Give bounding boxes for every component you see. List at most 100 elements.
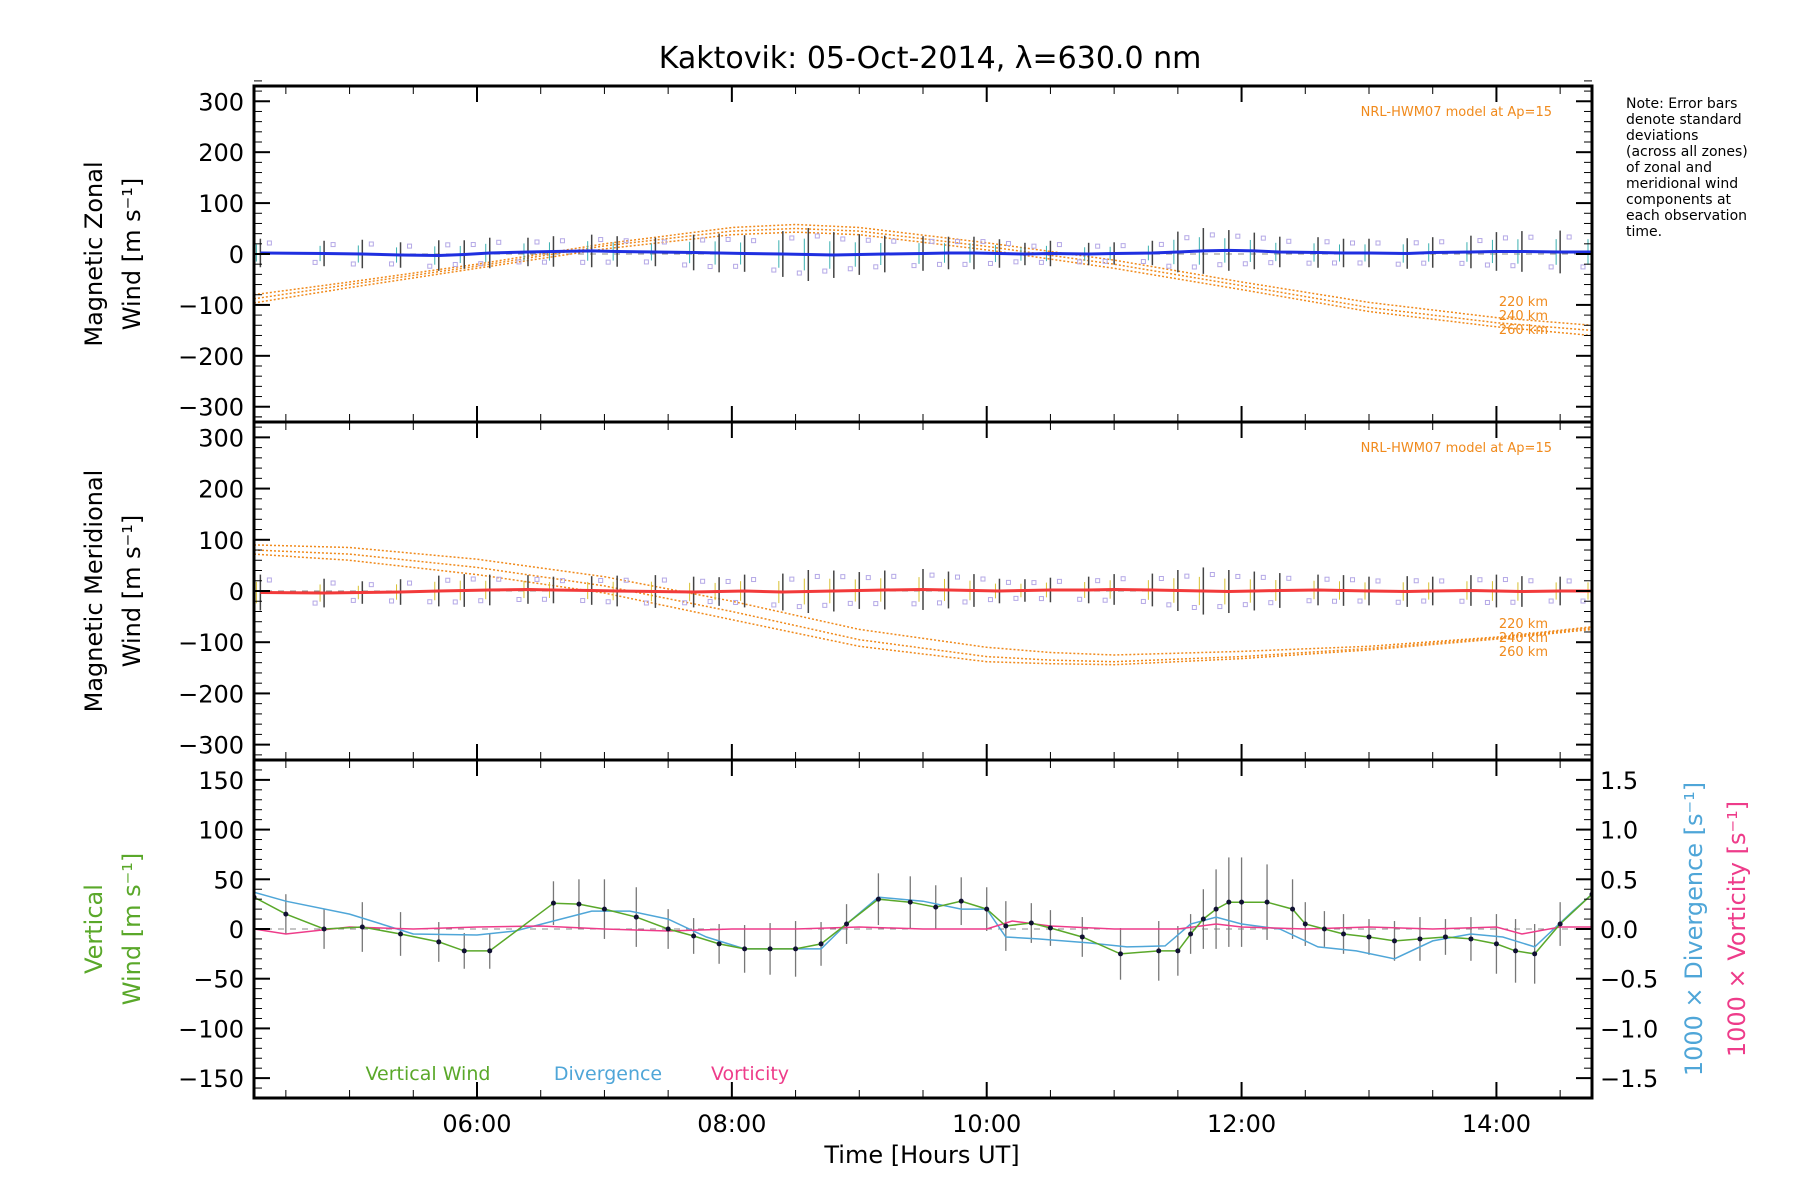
model-altitude-label: 220 km (1499, 617, 1548, 632)
vertical-wind-point (907, 899, 913, 905)
zone-marker (266, 577, 272, 583)
zone-marker (368, 582, 374, 588)
zone-marker (1375, 240, 1381, 246)
vertical-wind-point (767, 946, 773, 952)
zone-marker (427, 263, 433, 269)
y-tick-label: −100 (178, 292, 244, 320)
plot-area (254, 544, 1603, 666)
vertical-wind-point (398, 931, 404, 937)
zone-marker (623, 577, 629, 583)
model-altitude-label: 240 km (1499, 309, 1548, 324)
zone-marker (891, 573, 897, 579)
y-tick-label: 100 (198, 527, 244, 555)
zone-marker (1350, 577, 1356, 583)
zone-marker (1439, 578, 1445, 584)
meridional-wind-panel: 300 200 100 0 −100 −200 −300 Magnetic Meridiona… (80, 416, 1603, 762)
vertical-wind-point (436, 939, 442, 945)
zone-marker (1209, 572, 1215, 578)
x-axis-label: Time [Hours UT] (823, 1141, 1019, 1169)
zone-marker (1235, 573, 1241, 579)
zone-marker (1140, 598, 1146, 604)
zone-marker (1477, 238, 1483, 244)
zone-marker (1306, 598, 1312, 604)
zone-marker (389, 261, 395, 267)
y-tick-label: 0 (229, 578, 244, 606)
zone-marker (1005, 241, 1011, 247)
note-line: each observation (1626, 208, 1747, 224)
zone-marker (1510, 599, 1516, 605)
zone-marker (1191, 604, 1197, 610)
vertical-wind-point (1321, 926, 1327, 932)
model-curve (254, 544, 1592, 656)
zone-marker (452, 599, 458, 605)
vertical-wind-point (1047, 925, 1053, 931)
y-tick-label: 300 (198, 88, 244, 116)
y2-tick-label: 0.0 (1600, 916, 1638, 944)
vertical-wind-point (742, 946, 748, 952)
note-line: (across all zones) (1626, 144, 1748, 160)
zone-marker (1095, 243, 1101, 249)
model-altitude-label: 260 km (1499, 645, 1548, 660)
zone-marker (1013, 595, 1019, 601)
vertical-wind-point (1493, 941, 1499, 947)
zone-marker (725, 578, 731, 584)
zone-marker (840, 574, 846, 580)
zone-marker (1260, 235, 1266, 241)
zone-marker (598, 577, 604, 583)
vertical-wind-point (283, 911, 289, 917)
zone-marker (954, 574, 960, 580)
y-tick-label: 150 (198, 767, 244, 795)
zone-marker (1286, 575, 1292, 581)
zone-marker (873, 264, 879, 270)
zone-marker (1286, 238, 1292, 244)
x-tick-label: 06:00 (442, 1110, 511, 1138)
y-tick-label: 200 (198, 476, 244, 504)
vertical-wind-point (321, 926, 327, 932)
zone-marker (822, 268, 828, 274)
y2-tick-label: 1.0 (1600, 817, 1638, 845)
vertical-wind-point (818, 941, 824, 947)
zone-marker (1013, 259, 1019, 265)
vertical-wind-point (1200, 916, 1206, 922)
y-axis-label: Vertical (80, 884, 108, 974)
zone-marker (350, 261, 356, 267)
model-label: NRL-HWM07 model at Ap=15 (1361, 105, 1552, 120)
zone-marker (516, 597, 522, 603)
zone-marker (1580, 264, 1586, 270)
vertical-wind-point (844, 921, 850, 927)
vertical-wind-point (1079, 934, 1085, 940)
wind-series-line (260, 248, 1592, 258)
right-axis-label-divergence: 1000 × Divergence [s⁻¹] (1680, 782, 1708, 1076)
zone-marker (1120, 243, 1126, 249)
note-line: of zonal and (1626, 160, 1712, 176)
y-tick-label: −100 (178, 629, 244, 657)
vertical-wind-point (984, 906, 990, 912)
zone-marker (407, 580, 413, 586)
note-line: meridional wind (1626, 176, 1738, 192)
zone-marker (936, 261, 942, 267)
vertical-wind-point (633, 914, 639, 920)
zone-marker (1268, 600, 1274, 606)
vertical-wind-point (958, 898, 964, 904)
y-tick-label: 0 (229, 241, 244, 269)
zone-marker (1548, 598, 1554, 604)
legend-entry: Divergence (554, 1063, 662, 1085)
zone-marker (987, 260, 993, 266)
vertical-wind-point (601, 906, 607, 912)
zone-marker (1375, 578, 1381, 584)
vertical-wind-point (1391, 938, 1397, 944)
y-axis-label: Magnetic Zonal (80, 161, 108, 346)
zone-marker (1439, 239, 1445, 245)
zone-marker (1268, 260, 1274, 266)
zone-marker (1332, 260, 1338, 266)
zone-marker (1077, 259, 1083, 265)
vertical-wind-point (1302, 921, 1308, 927)
zone-marker (1038, 259, 1044, 265)
zone-marker (470, 242, 476, 248)
vertical-wind-point (1290, 906, 1296, 912)
zone-marker (1599, 579, 1603, 583)
zone-marker (312, 600, 318, 606)
zone-marker (962, 261, 968, 267)
x-tick-label: 08:00 (697, 1110, 766, 1138)
vertical-wind-point (1003, 923, 1009, 929)
